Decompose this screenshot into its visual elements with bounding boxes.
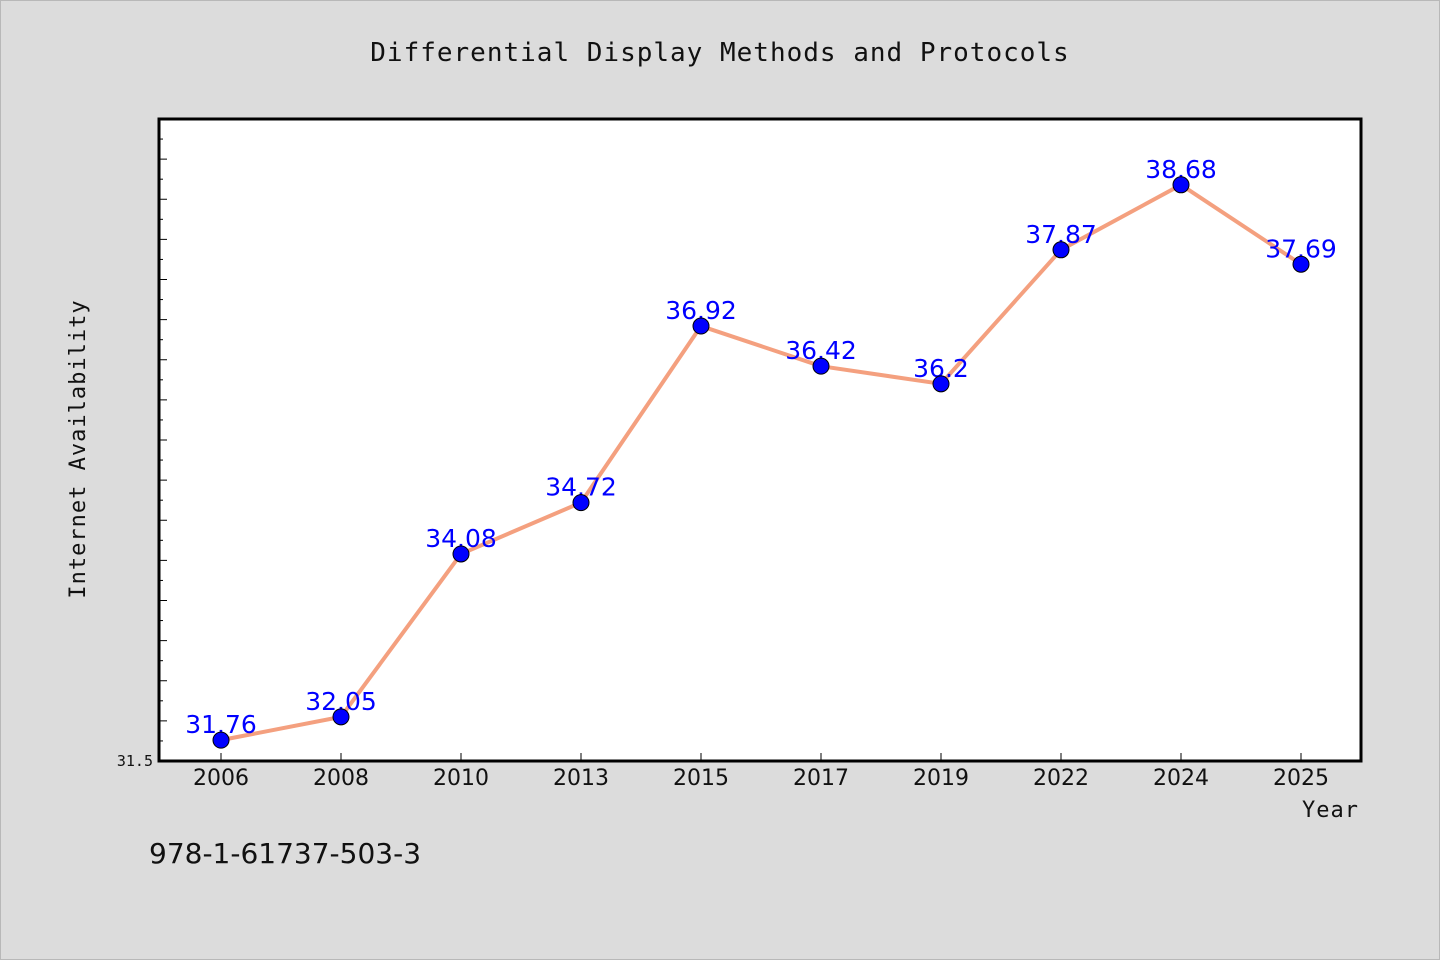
- data-point: [932, 375, 950, 393]
- data-point: [332, 708, 350, 726]
- x-tick-label: 2006: [193, 766, 249, 791]
- x-tick-label: 2010: [433, 766, 489, 791]
- data-point: [1172, 176, 1190, 194]
- data-point: [812, 357, 830, 375]
- x-tick-label: 2008: [313, 766, 369, 791]
- x-tick-label: 2024: [1153, 766, 1209, 791]
- data-point: [692, 317, 710, 335]
- x-tick-label: 2017: [793, 766, 849, 791]
- x-tick-label: 2022: [1033, 766, 1089, 791]
- x-tick-label: 2015: [673, 766, 729, 791]
- y-tick-label: 31.5: [117, 752, 153, 770]
- data-point: [452, 545, 470, 563]
- data-point: [1052, 241, 1070, 259]
- isbn-annotation: 978-1-61737-503-3: [149, 837, 421, 870]
- series-line: [219, 182, 1303, 743]
- plot-frame: [157, 117, 1363, 763]
- x-tick-label: 2025: [1273, 766, 1329, 791]
- data-point: [572, 494, 590, 512]
- series-layer: 31.7632.0534.0834.7236.9236.4236.237.873…: [185, 155, 1337, 749]
- x-axis-label: Year: [1302, 798, 1359, 823]
- x-axis-ticks: 2006 2008 2010 2013 2015 2017 2019 2022 2024 2025: [193, 753, 1329, 791]
- chart-title: Differential Display Methods and Protoco…: [370, 38, 1069, 68]
- x-tick-label: 2019: [913, 766, 969, 791]
- x-tick-label: 2013: [553, 766, 609, 791]
- data-point: [1292, 255, 1310, 273]
- plot-area: [159, 119, 1361, 761]
- y-axis-label: Internet Availability: [66, 299, 91, 598]
- data-point: [212, 731, 230, 749]
